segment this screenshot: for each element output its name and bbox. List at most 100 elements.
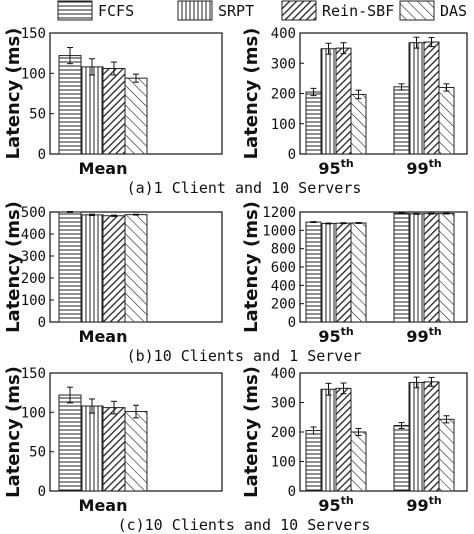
bar-rein-sbf — [423, 41, 440, 155]
x-tick-base: Mean — [79, 496, 128, 515]
bar-srpt — [320, 388, 337, 492]
bar-fcfs — [58, 211, 82, 323]
y-axis-label: Latency (ms) — [241, 201, 262, 333]
bar-srpt — [408, 213, 425, 323]
x-tick-base: 99 — [406, 159, 428, 178]
x-tick-base: Mean — [79, 159, 128, 178]
legend-label: SRPT — [218, 2, 254, 20]
y-tick-label: 0 — [288, 315, 296, 331]
y-axis-label: Latency (ms) — [241, 366, 262, 498]
y-tick-label: 1200 — [262, 205, 296, 221]
x-tick-superscript: th — [341, 157, 354, 170]
x-tick-label: Mean — [79, 496, 128, 515]
y-tick-label: 0 — [288, 484, 296, 500]
y-tick-label: 0 — [38, 315, 46, 331]
bar-srpt — [80, 66, 104, 155]
y-tick-label: 400 — [271, 26, 296, 42]
bar-rein-sbf — [335, 387, 352, 492]
bar-fcfs — [305, 91, 322, 155]
y-tick-label: 0 — [288, 147, 296, 163]
y-tick-label: 150 — [21, 26, 46, 42]
panel-caption: (a)1 Client and 10 Servers — [127, 179, 362, 197]
bar-srpt — [320, 222, 337, 323]
panel-caption: (b)10 Clients and 1 Server — [127, 347, 362, 365]
x-tick-base: 95 — [318, 496, 340, 515]
x-tick-label: 99th — [406, 157, 441, 178]
x-tick-label: 95th — [318, 325, 353, 346]
y-tick-label: 400 — [271, 366, 296, 382]
y-tick-label: 500 — [21, 205, 46, 221]
x-tick-superscript: th — [429, 157, 442, 170]
y-axis-label: Latency (ms) — [3, 28, 24, 160]
y-tick-label: 100 — [21, 293, 46, 309]
legend-swatch — [57, 0, 93, 21]
y-tick-label: 300 — [271, 396, 296, 412]
legend-swatch — [281, 0, 317, 21]
bar-das — [350, 222, 367, 323]
legend: FCFS SRPT Rein-SBF DAS — [57, 0, 467, 21]
bar-fcfs — [393, 212, 410, 323]
y-tick-label: 800 — [271, 242, 296, 258]
legend-label: DAS — [440, 2, 467, 20]
bar-fcfs — [393, 425, 410, 492]
x-tick-base: 99 — [406, 496, 428, 515]
x-tick-base: Mean — [79, 327, 128, 346]
x-tick-superscript: th — [429, 494, 442, 507]
y-tick-label: 300 — [21, 249, 46, 265]
y-tick-label: 150 — [21, 366, 46, 382]
bar-rein-sbf — [335, 222, 352, 323]
x-tick-base: 95 — [318, 327, 340, 346]
bar-das — [438, 213, 455, 323]
x-tick-label: Mean — [79, 159, 128, 178]
y-tick-label: 50 — [29, 445, 46, 461]
y-tick-label: 300 — [271, 56, 296, 72]
x-tick-superscript: th — [341, 325, 354, 338]
y-tick-label: 400 — [271, 278, 296, 294]
y-tick-label: 100 — [21, 405, 46, 421]
bar-rein-sbf — [102, 407, 126, 492]
bar-das — [438, 418, 455, 492]
bar-das — [124, 411, 148, 492]
legend-swatch — [399, 0, 435, 21]
bar-fcfs — [393, 86, 410, 155]
bar-rein-sbf — [423, 213, 440, 323]
bar-rein-sbf — [102, 215, 126, 323]
y-tick-label: 0 — [38, 484, 46, 500]
y-tick-label: 200 — [271, 87, 296, 103]
bar-srpt — [80, 405, 104, 492]
bar-rein-sbf — [102, 67, 126, 155]
x-tick-label: 99th — [406, 325, 441, 346]
legend-label: Rein-SBF — [322, 2, 394, 20]
y-tick-label: 200 — [21, 271, 46, 287]
bar-srpt — [320, 48, 337, 155]
bar-fcfs — [305, 430, 322, 492]
x-tick-label: 99th — [406, 494, 441, 515]
x-tick-superscript: th — [429, 325, 442, 338]
bar-fcfs — [305, 221, 322, 323]
bar-rein-sbf — [335, 47, 352, 155]
x-tick-label: 95th — [318, 157, 353, 178]
bar-das — [124, 214, 148, 323]
legend-swatch — [177, 0, 213, 21]
bar-das — [438, 86, 455, 155]
bar-srpt — [408, 42, 425, 155]
x-tick-superscript: th — [341, 494, 354, 507]
bar-das — [124, 77, 148, 155]
x-tick-base: 99 — [406, 327, 428, 346]
bar-das — [350, 93, 367, 155]
panel-row: Latency (ms) Latency (ms) 0 100 200 300 400 500… — [3, 201, 468, 365]
y-axis-label: Latency (ms) — [3, 201, 24, 333]
panels: Latency (ms) Latency (ms) 0 50 100 150 Mean 0 10… — [3, 26, 468, 534]
x-tick-label: 95th — [318, 494, 353, 515]
y-tick-label: 0 — [38, 147, 46, 163]
legend-label: FCFS — [98, 2, 134, 20]
y-axis-label: Latency (ms) — [241, 28, 262, 160]
y-tick-label: 600 — [271, 260, 296, 276]
y-tick-label: 100 — [21, 66, 46, 82]
bar-srpt — [408, 381, 425, 492]
bar-das — [350, 431, 367, 492]
y-tick-label: 1000 — [262, 223, 296, 239]
y-tick-label: 400 — [21, 227, 46, 243]
y-tick-label: 200 — [271, 425, 296, 441]
